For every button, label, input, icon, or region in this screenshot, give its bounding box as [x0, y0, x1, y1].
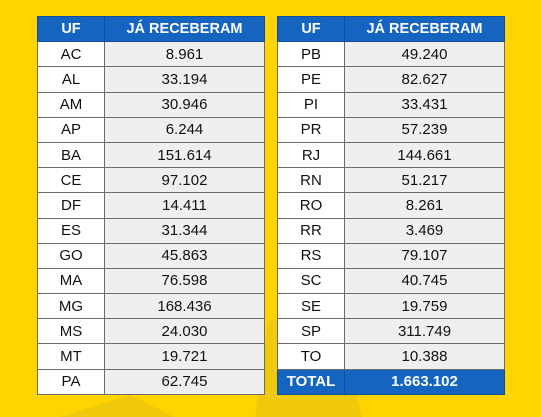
state-code: PE: [277, 66, 345, 93]
state-code: RS: [277, 242, 345, 269]
received-count: 30.946: [104, 91, 265, 118]
received-count: 97.102: [104, 167, 265, 194]
received-count: 151.614: [104, 141, 265, 169]
state-code: PI: [277, 91, 345, 118]
table-row: PR 57.239: [277, 116, 505, 143]
state-code: MA: [37, 267, 105, 295]
state-code: TO: [277, 343, 345, 370]
received-count: 10.388: [344, 343, 505, 370]
received-count: 62.745: [104, 368, 265, 395]
left-table: UF JÁ RECEBERAM AC 8.961 AL 33.194 AM 30.946 A…: [37, 15, 265, 395]
table-row: PE 82.627: [277, 66, 505, 93]
table-row: MS 24.030: [37, 318, 265, 345]
table-row: RS 79.107: [277, 242, 505, 269]
state-code: BA: [37, 141, 105, 169]
column-header-received: JÁ RECEBERAM: [344, 15, 505, 43]
column-header-received: JÁ RECEBERAM: [104, 15, 265, 43]
received-count: 19.759: [344, 293, 505, 320]
state-code: RR: [277, 217, 345, 244]
received-count: 24.030: [104, 318, 265, 345]
received-count: 19.721: [104, 343, 265, 370]
table-row: BA 151.614: [37, 141, 265, 169]
state-code: MS: [37, 318, 105, 345]
table-row: TO 10.388: [277, 343, 505, 370]
column-header-uf: UF: [37, 15, 105, 43]
right-table: UF JÁ RECEBERAM PB 49.240 PE 82.627 PI 33.431…: [277, 15, 505, 395]
received-count: 40.745: [344, 267, 505, 295]
state-code: DF: [37, 192, 105, 219]
state-code: MT: [37, 343, 105, 370]
received-count: 33.431: [344, 91, 505, 118]
received-count: 49.240: [344, 41, 505, 68]
table-row: SP 311.749: [277, 318, 505, 345]
state-code: RO: [277, 192, 345, 219]
table-row: CE 97.102: [37, 167, 265, 194]
state-code: SE: [277, 293, 345, 320]
received-count: 45.863: [104, 242, 265, 269]
left-table-body: AC 8.961 AL 33.194 AM 30.946 AP 6.244 BA 151.614 C…: [37, 41, 265, 395]
right-table-body: PB 49.240 PE 82.627 PI 33.431 PR 57.239 RJ 144.66…: [277, 41, 505, 370]
state-code: PA: [37, 368, 105, 395]
table-row: RN 51.217: [277, 167, 505, 194]
state-code: SC: [277, 267, 345, 295]
total-value: 1.663.102: [344, 368, 505, 395]
state-code: CE: [37, 167, 105, 194]
received-count: 8.261: [344, 192, 505, 219]
state-code: RJ: [277, 141, 345, 169]
received-count: 168.436: [104, 293, 265, 320]
state-code: GO: [37, 242, 105, 269]
received-count: 79.107: [344, 242, 505, 269]
table-row: PI 33.431: [277, 91, 505, 118]
table-row: AP 6.244: [37, 116, 265, 143]
table-row: SE 19.759: [277, 293, 505, 320]
received-count: 57.239: [344, 116, 505, 143]
received-count: 3.469: [344, 217, 505, 244]
received-count: 311.749: [344, 318, 505, 345]
state-code: AC: [37, 41, 105, 68]
received-count: 14.411: [104, 192, 265, 219]
table-row: AC 8.961: [37, 41, 265, 68]
state-code: MG: [37, 293, 105, 320]
received-count: 8.961: [104, 41, 265, 68]
state-code: AP: [37, 116, 105, 143]
state-code: SP: [277, 318, 345, 345]
table-row: RO 8.261: [277, 192, 505, 219]
column-header-uf: UF: [277, 15, 345, 43]
received-count: 82.627: [344, 66, 505, 93]
table-row: SC 40.745: [277, 267, 505, 295]
received-count: 51.217: [344, 167, 505, 194]
state-code: AM: [37, 91, 105, 118]
table-row: DF 14.411: [37, 192, 265, 219]
table-row: AL 33.194: [37, 66, 265, 93]
table-header-row: UF JÁ RECEBERAM: [277, 15, 505, 43]
table-row: RR 3.469: [277, 217, 505, 244]
table-row: PA 62.745: [37, 368, 265, 395]
state-code: PB: [277, 41, 345, 68]
received-count: 76.598: [104, 267, 265, 295]
table-row: RJ 144.661: [277, 141, 505, 169]
received-count: 6.244: [104, 116, 265, 143]
state-code: PR: [277, 116, 345, 143]
total-label: TOTAL: [277, 368, 345, 395]
state-code: ES: [37, 217, 105, 244]
table-row: ES 31.344: [37, 217, 265, 244]
table-row: AM 30.946: [37, 91, 265, 118]
received-count: 144.661: [344, 141, 505, 169]
state-code: AL: [37, 66, 105, 93]
state-code: RN: [277, 167, 345, 194]
table-row: MG 168.436: [37, 293, 265, 320]
table-row: GO 45.863: [37, 242, 265, 269]
table-header-row: UF JÁ RECEBERAM: [37, 15, 265, 43]
received-count: 33.194: [104, 66, 265, 93]
total-row: TOTAL 1.663.102: [277, 368, 505, 395]
table-row: MA 76.598: [37, 267, 265, 295]
table-row: PB 49.240: [277, 41, 505, 68]
table-row: MT 19.721: [37, 343, 265, 370]
received-count: 31.344: [104, 217, 265, 244]
